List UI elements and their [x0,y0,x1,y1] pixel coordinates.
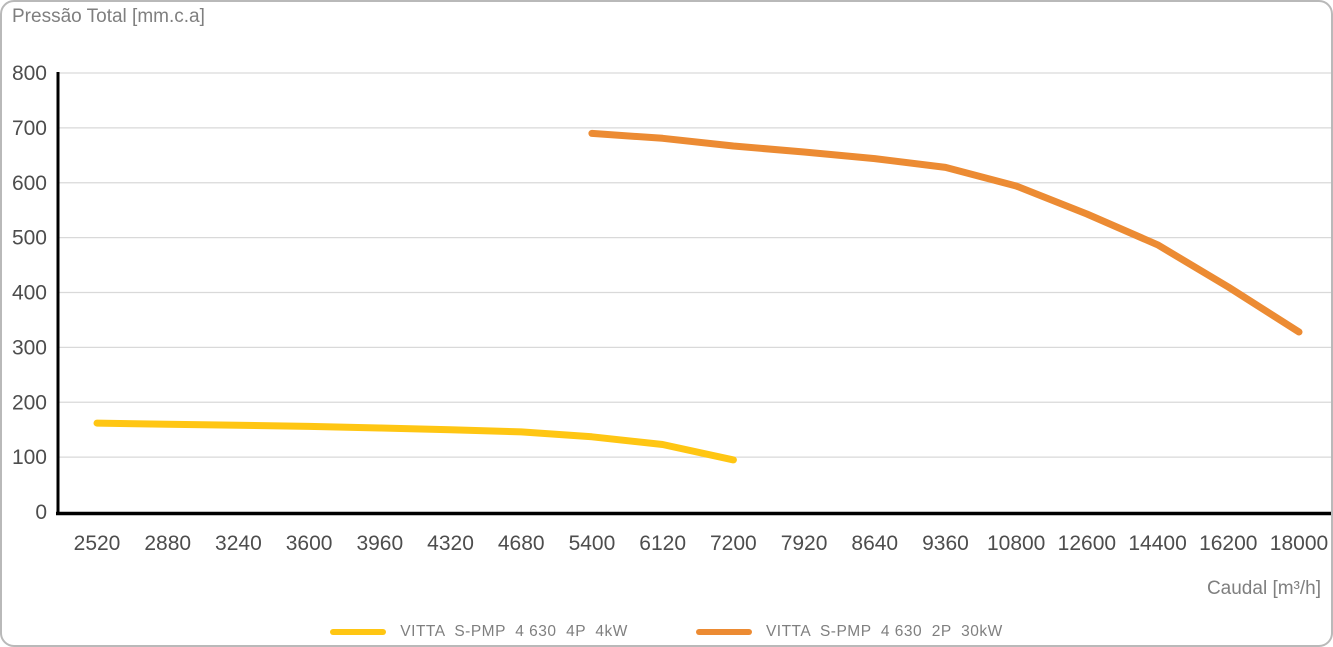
legend-swatch-1 [330,629,387,635]
legend-label-2: VITTA S-PMP 4 630 2P 30kW [765,623,1003,640]
x-tick-label-10800: 10800 [987,532,1045,555]
x-tick-label-2880: 2880 [144,532,191,555]
x-tick-label-14400: 14400 [1128,532,1186,555]
x-tick-label-7920: 7920 [781,532,828,555]
x-tick-label-8640: 8640 [851,532,898,555]
legend-label-1: VITTA S-PMP 4 630 4P 4kW [400,623,628,640]
y-tick-label-300: 300 [12,336,47,359]
x-tick-label-6120: 6120 [639,532,686,555]
y-tick-label-600: 600 [12,172,47,195]
x-tick-label-3960: 3960 [356,532,403,555]
x-tick-label-18000: 18000 [1270,532,1328,555]
legend-item-2: VITTA S-PMP 4 630 2P 30kW [695,623,1003,641]
y-tick-label-0: 0 [35,501,47,524]
x-tick-label-2520: 2520 [74,532,121,555]
legend-item-1: VITTA S-PMP 4 630 4P 4kW [330,623,628,641]
x-axis-title: Caudal [m³/h] [1206,578,1321,599]
x-tick-label-5400: 5400 [569,532,616,555]
x-tick-label-3600: 3600 [286,532,333,555]
series-line-2 [588,129,1303,336]
y-tick-label-200: 200 [12,391,47,414]
y-tick-label-500: 500 [12,227,47,250]
x-tick-label-7200: 7200 [710,532,757,555]
x-tick-label-4680: 4680 [498,532,545,555]
x-tick-label-16200: 16200 [1199,532,1257,555]
x-tick-label-12600: 12600 [1058,532,1116,555]
x-tick-label-3240: 3240 [215,532,262,555]
legend-swatch-2 [695,629,752,635]
y-axis-title: Pressão Total [mm.c.a] [12,6,205,27]
x-tick-label-9360: 9360 [922,532,969,555]
y-tick-label-100: 100 [12,446,47,469]
y-tick-label-800: 800 [12,62,47,85]
x-tick-label-4320: 4320 [427,532,474,555]
y-tick-label-400: 400 [12,282,47,305]
chart-legend: VITTA S-PMP 4 630 4P 4kW VITTA S-PMP 4 63… [2,623,1331,641]
y-tick-label-700: 700 [12,117,47,140]
series-line-1 [93,419,737,464]
